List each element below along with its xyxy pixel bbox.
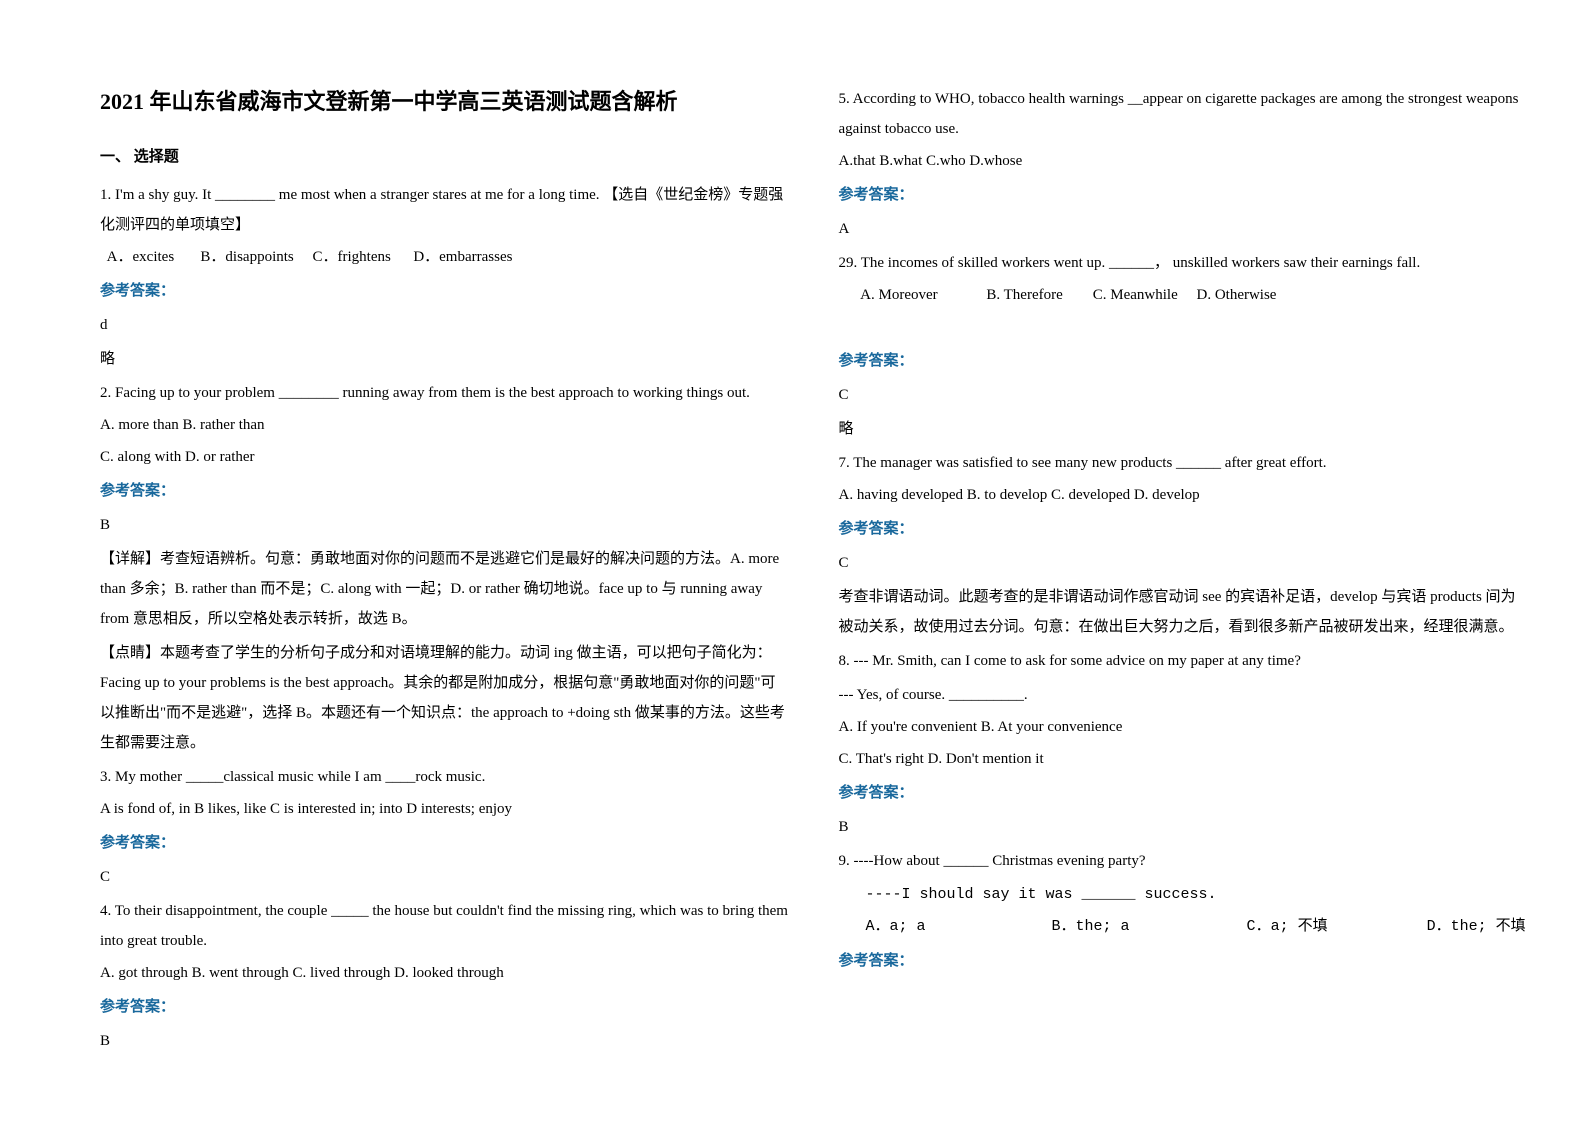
q8-options-a: A. If you're convenient B. At your conve… [839, 712, 1528, 742]
q2-stem: 2. Facing up to your problem ________ ru… [100, 378, 789, 408]
right-column: 5. According to WHO, tobacco health warn… [819, 80, 1538, 1082]
q7-explain: 考查非谓语动词。此题考查的是非谓语动词作感官动词 see 的宾语补足语，deve… [839, 582, 1528, 642]
q6-answer: C [839, 380, 1528, 410]
q5-stem: 5. According to WHO, tobacco health warn… [839, 84, 1528, 144]
q7-options: A. having developed B. to develop C. dev… [839, 480, 1528, 510]
q4-options: A. got through B. went through C. lived … [100, 958, 789, 988]
q2-options-a: A. more than B. rather than [100, 410, 789, 440]
q3-stem: 3. My mother _____classical music while … [100, 762, 789, 792]
q8-answer: B [839, 812, 1528, 842]
q8-stem-1: 8. --- Mr. Smith, can I come to ask for … [839, 646, 1528, 676]
q6-stem: 29. The incomes of skilled workers went … [839, 248, 1528, 278]
q6-note: 略 [839, 414, 1528, 444]
q1-answer: d [100, 310, 789, 340]
q3-options: A is fond of, in B likes, like C is inte… [100, 794, 789, 824]
answer-label: 参考答案： [839, 778, 1528, 808]
answer-label: 参考答案： [839, 946, 1528, 976]
page: 2021 年山东省威海市文登新第一中学高三英语测试题含解析 一、 选择题 1. … [0, 0, 1587, 1122]
q8-options-b: C. That's right D. Don't mention it [839, 744, 1528, 774]
q3-answer: C [100, 862, 789, 892]
q2-explain-1: 【详解】考查短语辨析。句意：勇敢地面对你的问题而不是逃避它们是最好的解决问题的方… [100, 544, 789, 634]
q7-stem: 7. The manager was satisfied to see many… [839, 448, 1528, 478]
q2-answer: B [100, 510, 789, 540]
q8-stem-2: --- Yes, of course. __________. [839, 680, 1528, 710]
doc-title: 2021 年山东省威海市文登新第一中学高三英语测试题含解析 [100, 80, 789, 124]
answer-label: 参考答案： [839, 346, 1528, 376]
answer-label: 参考答案： [100, 476, 789, 506]
q5-answer: A [839, 214, 1528, 244]
q6-options: A. Moreover B. Therefore C. Meanwhile D.… [839, 280, 1528, 310]
left-column: 2021 年山东省威海市文登新第一中学高三英语测试题含解析 一、 选择题 1. … [100, 80, 819, 1082]
q4-stem: 4. To their disappointment, the couple _… [100, 896, 789, 956]
q7-answer: C [839, 548, 1528, 578]
answer-label: 参考答案： [839, 514, 1528, 544]
answer-label: 参考答案： [100, 276, 789, 306]
answer-label: 参考答案： [100, 992, 789, 1022]
section-heading: 一、 选择题 [100, 142, 789, 172]
q2-options-b: C. along with D. or rather [100, 442, 789, 472]
q1-note: 略 [100, 344, 789, 374]
q9-stem-1: 9. ----How about ______ Christmas evenin… [839, 846, 1528, 876]
q2-explain-2: 【点睛】本题考查了学生的分析句子成分和对语境理解的能力。动词 ing 做主语，可… [100, 638, 789, 758]
q9-stem-2: ----I should say it was ______ success. [839, 880, 1528, 910]
q1-stem: 1. I'm a shy guy. It ________ me most wh… [100, 180, 789, 240]
q5-options: A.that B.what C.who D.whose [839, 146, 1528, 176]
q1-options: A．excites B．disappoints C．frightens D．em… [100, 242, 789, 272]
q9-options: A．a; a B．the; a C．a; 不填 D．the; 不填 [839, 912, 1528, 942]
answer-label: 参考答案： [839, 180, 1528, 210]
answer-label: 参考答案： [100, 828, 789, 858]
q4-answer: B [100, 1026, 789, 1056]
